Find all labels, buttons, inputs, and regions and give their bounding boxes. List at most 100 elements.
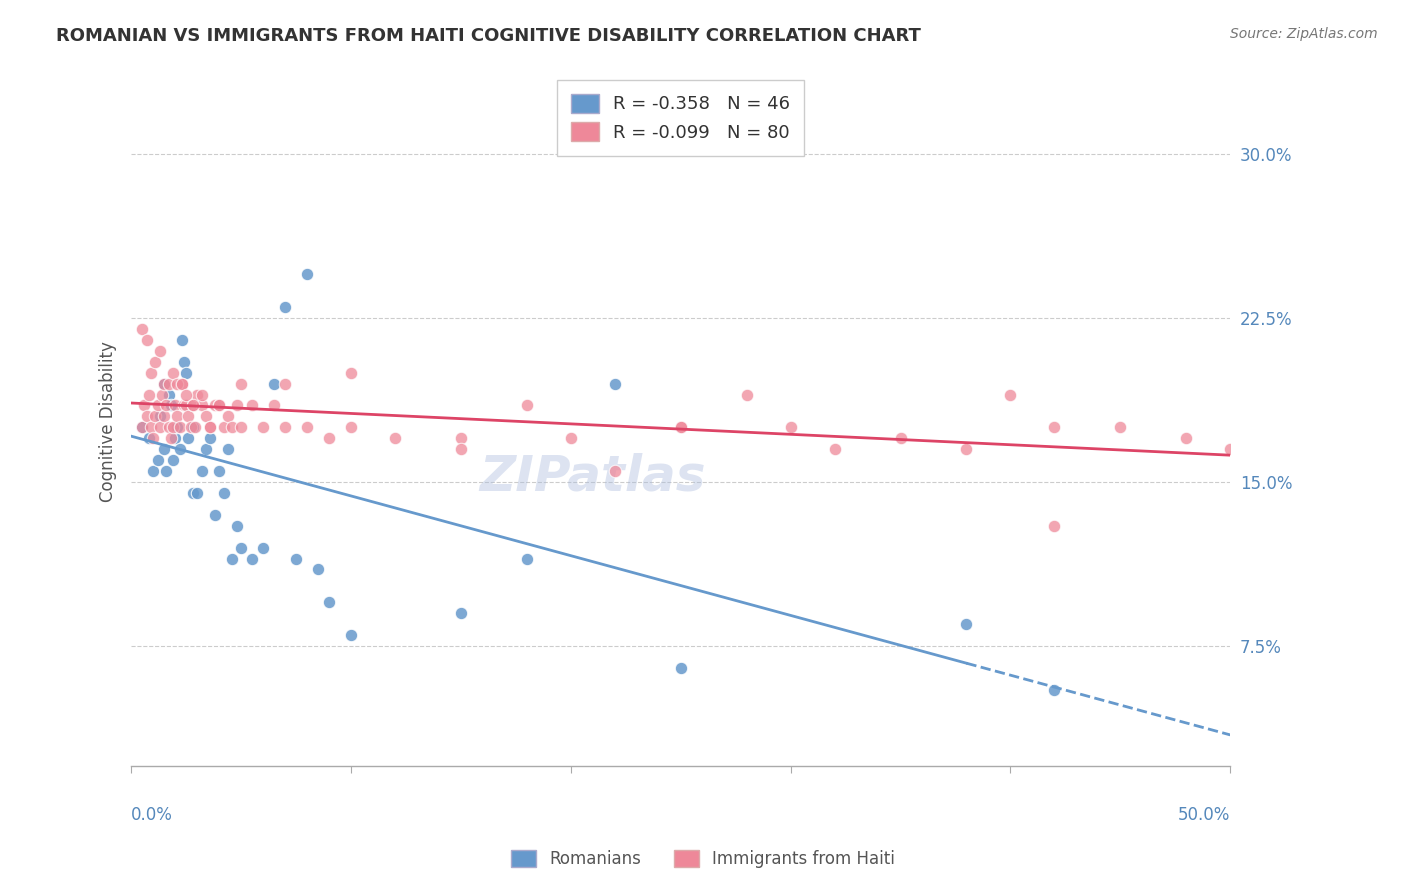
Point <box>603 376 626 391</box>
Point <box>146 399 169 413</box>
Point <box>217 442 239 457</box>
Point <box>195 409 218 424</box>
Point <box>516 399 538 413</box>
Point <box>252 541 274 555</box>
Point <box>295 267 318 281</box>
Point <box>166 420 188 434</box>
Point <box>824 442 846 457</box>
Point <box>131 420 153 434</box>
Point <box>285 551 308 566</box>
Point <box>450 606 472 620</box>
Text: ROMANIAN VS IMMIGRANTS FROM HAITI COGNITIVE DISABILITY CORRELATION CHART: ROMANIAN VS IMMIGRANTS FROM HAITI COGNIT… <box>56 27 921 45</box>
Point <box>212 486 235 500</box>
Y-axis label: Cognitive Disability: Cognitive Disability <box>100 342 117 502</box>
Point <box>221 420 243 434</box>
Point <box>1043 682 1066 697</box>
Point <box>145 354 167 368</box>
Point <box>603 464 626 478</box>
Point <box>190 387 212 401</box>
Point <box>145 409 167 424</box>
Point <box>169 420 191 434</box>
Point <box>135 333 157 347</box>
Point <box>955 617 977 632</box>
Point <box>157 420 180 434</box>
Point <box>153 409 176 424</box>
Point <box>274 420 297 434</box>
Point <box>217 409 239 424</box>
Point <box>263 376 285 391</box>
Point <box>669 420 692 434</box>
Text: 50.0%: 50.0% <box>1178 805 1230 823</box>
Point <box>177 409 200 424</box>
Point <box>318 595 340 609</box>
Point <box>173 354 195 368</box>
Point <box>162 420 184 434</box>
Legend: Romanians, Immigrants from Haiti: Romanians, Immigrants from Haiti <box>503 843 903 875</box>
Point <box>516 551 538 566</box>
Point <box>169 442 191 457</box>
Point <box>1043 518 1066 533</box>
Point <box>1000 387 1022 401</box>
Point <box>450 431 472 445</box>
Point <box>340 366 363 380</box>
Point <box>1175 431 1198 445</box>
Point <box>166 376 188 391</box>
Point <box>208 464 231 478</box>
Point <box>384 431 406 445</box>
Point <box>181 420 204 434</box>
Point <box>221 551 243 566</box>
Point <box>155 399 177 413</box>
Point <box>1043 420 1066 434</box>
Point <box>779 420 801 434</box>
Point <box>159 399 181 413</box>
Point <box>225 518 247 533</box>
Point <box>669 661 692 675</box>
Point <box>165 399 187 413</box>
Point <box>162 366 184 380</box>
Point <box>134 399 156 413</box>
Point <box>180 420 202 434</box>
Point <box>225 399 247 413</box>
Point <box>181 399 204 413</box>
Point <box>174 399 197 413</box>
Point <box>1219 442 1241 457</box>
Point <box>166 409 188 424</box>
Point <box>200 420 222 434</box>
Text: 0.0%: 0.0% <box>131 805 173 823</box>
Point <box>135 409 157 424</box>
Point <box>252 420 274 434</box>
Point <box>240 551 263 566</box>
Point <box>170 376 193 391</box>
Point <box>153 376 176 391</box>
Point <box>162 453 184 467</box>
Point <box>184 420 207 434</box>
Point <box>155 464 177 478</box>
Point <box>159 431 181 445</box>
Point <box>200 420 222 434</box>
Point <box>231 376 253 391</box>
Point <box>131 322 153 336</box>
Point <box>295 420 318 434</box>
Text: ZIPatlas: ZIPatlas <box>479 453 706 501</box>
Point <box>131 420 153 434</box>
Point <box>274 376 297 391</box>
Point <box>170 333 193 347</box>
Point <box>190 399 212 413</box>
Point <box>186 486 208 500</box>
Point <box>186 387 208 401</box>
Point <box>146 453 169 467</box>
Point <box>889 431 911 445</box>
Point <box>231 541 253 555</box>
Point <box>149 420 172 434</box>
Point <box>204 508 226 522</box>
Point <box>735 387 758 401</box>
Point <box>153 376 176 391</box>
Point <box>153 442 176 457</box>
Point <box>955 442 977 457</box>
Point <box>139 420 162 434</box>
Point <box>669 420 692 434</box>
Point <box>142 464 165 478</box>
Point <box>138 387 160 401</box>
Point <box>174 366 197 380</box>
Point <box>149 409 172 424</box>
